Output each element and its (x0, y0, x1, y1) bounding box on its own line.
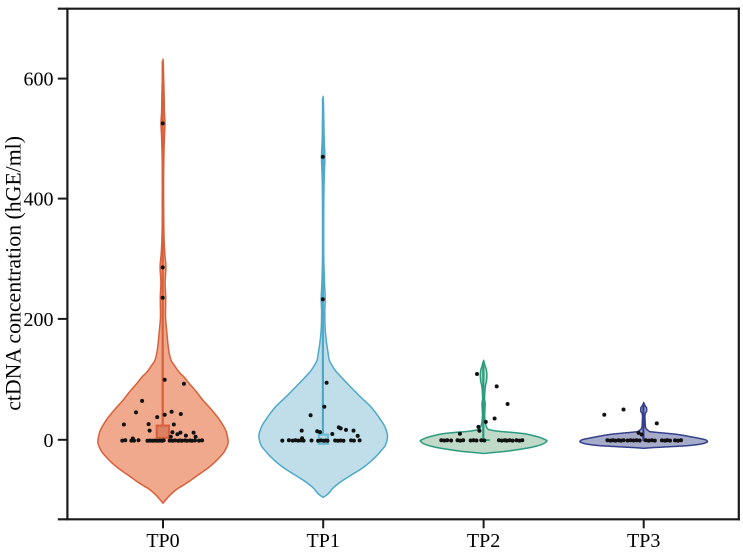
svg-text:0: 0 (44, 430, 54, 452)
svg-text:400: 400 (24, 189, 54, 211)
svg-text:TP1: TP1 (307, 530, 340, 552)
svg-text:200: 200 (24, 309, 54, 331)
svg-text:TP3: TP3 (627, 530, 660, 552)
svg-text:ctDNA concentration (hGE/ml): ctDNA concentration (hGE/ml) (2, 136, 26, 411)
svg-text:TP2: TP2 (467, 530, 500, 552)
svg-text:TP0: TP0 (146, 530, 179, 552)
svg-text:600: 600 (24, 69, 54, 91)
